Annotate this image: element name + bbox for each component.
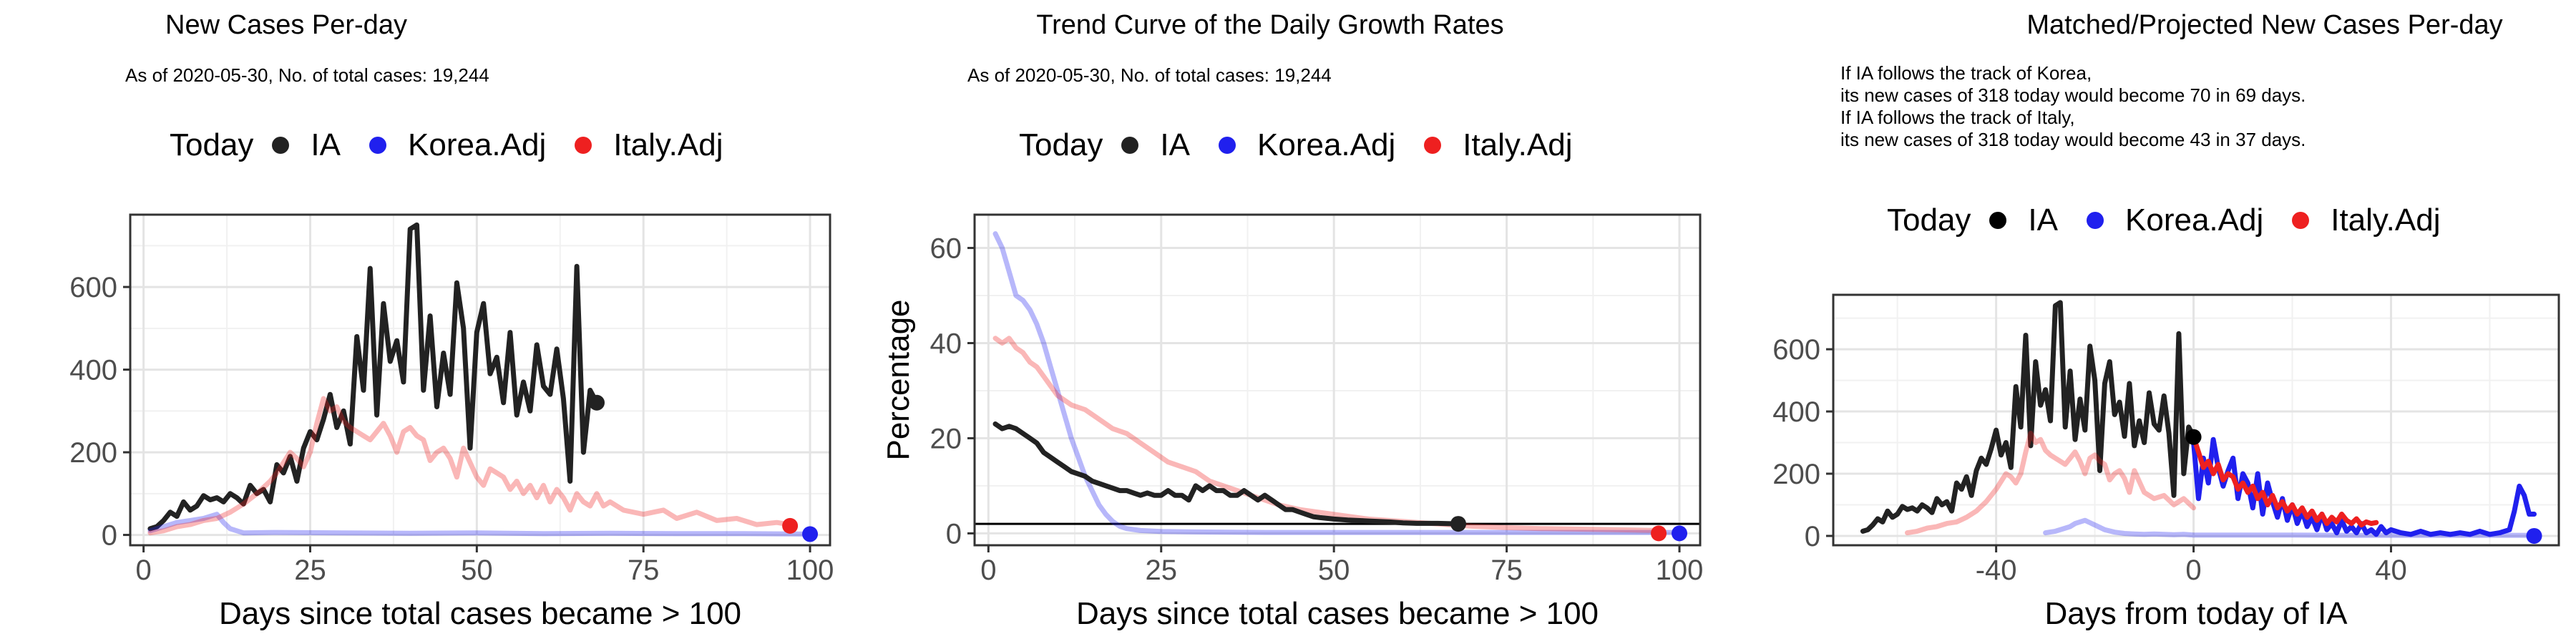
legend-label-korea: Korea.Adj [408, 127, 547, 162]
x-tick-label: 50 [461, 555, 493, 586]
today-marker [802, 526, 819, 542]
y-tick-label: 600 [69, 272, 117, 303]
y-tick-label: 0 [1805, 521, 1820, 552]
chart-title: New Cases Per-day [165, 10, 407, 40]
legend-title: Today [170, 127, 254, 162]
chart-subtitle: As of 2020-05-30, No. of total cases: 19… [125, 64, 489, 86]
x-tick-label: 75 [1491, 555, 1523, 586]
y-tick-label: 600 [1772, 334, 1820, 366]
chart-subtitle-line: its new cases of 318 today would become … [1840, 84, 2306, 106]
today-marker [589, 394, 605, 411]
series-line-ia [147, 222, 600, 532]
legend-title: Today [1019, 127, 1103, 162]
x-tick-label: 0 [980, 555, 996, 586]
y-axis-label: Percentage [881, 299, 916, 460]
y-tick-label: 400 [69, 355, 117, 386]
legend-dot-korea [2087, 212, 2104, 229]
x-tick-label: 75 [628, 555, 660, 586]
chart-panel-projected: Matched/Projected New Cases Per-day If I… [1717, 0, 2576, 644]
legend-dot-italy [2292, 212, 2310, 229]
legend-label-italy: Italy.Adj [1463, 127, 1573, 162]
chart-plot: 0 25 50 75 100 0 200 400 600 Days since total cas… [69, 213, 834, 631]
x-tick-label: 50 [1318, 555, 1350, 586]
y-tick-label: 0 [946, 518, 962, 550]
legend-label-ia: IA [2028, 203, 2058, 238]
today-marker [782, 517, 799, 534]
series-line-ia [1860, 300, 2197, 534]
chart-subtitle-line: If IA follows the track of Italy, [1840, 107, 2075, 128]
legend-label-ia: IA [311, 127, 341, 162]
chart-panel-growth-rates: Trend Curve of the Daily Growth Rates As… [859, 0, 1717, 644]
y-tick-label: 0 [102, 520, 117, 552]
today-marker [1651, 525, 1667, 542]
legend-dot-ia [1989, 212, 2007, 229]
x-tick-label: 0 [136, 555, 152, 586]
y-tick-label: 20 [930, 423, 962, 454]
chart-plot: 0 25 50 75 100 0 20 40 60 Days since total cases … [881, 213, 1704, 631]
today-marker [1672, 525, 1688, 542]
x-tick-label: -40 [1976, 555, 2017, 586]
y-tick-label: 200 [69, 437, 117, 469]
legend-label-korea: Korea.Adj [1257, 127, 1396, 162]
legend-dot-italy [1424, 137, 1442, 154]
legend-label-italy: Italy.Adj [613, 127, 723, 162]
chart-legend: Today IA Korea.Adj Italy.Adj [1887, 203, 2469, 238]
legend-dot-korea [369, 137, 386, 154]
legend-dot-ia [272, 137, 290, 154]
y-tick-label: 200 [1772, 459, 1820, 490]
chart-legend: Today IA Korea.Adj Italy.Adj [1019, 127, 1601, 163]
plot-border [973, 213, 1702, 547]
x-tick-label: 100 [1656, 555, 1704, 586]
today-marker [2185, 429, 2202, 445]
chart-title: Trend Curve of the Daily Growth Rates [1036, 10, 1504, 40]
x-tick-label: 25 [294, 555, 326, 586]
chart-title: Matched/Projected New Cases Per-day [2026, 10, 2503, 40]
x-axis-label: Days since total cases became > 100 [219, 596, 741, 631]
today-marker [2526, 527, 2542, 544]
y-tick-label: 60 [930, 233, 962, 265]
today-marker [1450, 516, 1466, 532]
chart-panel-new-cases: New Cases Per-day As of 2020-05-30, No. … [0, 0, 859, 644]
series-line-italy-adj [2191, 434, 2379, 528]
x-axis-label: Days from today of IA [2044, 596, 2348, 631]
legend-label-italy: Italy.Adj [2331, 203, 2441, 238]
legend-dot-korea [1219, 137, 1236, 154]
series-line-italy-adj [147, 396, 793, 536]
y-tick-label: 40 [930, 328, 962, 359]
chart-subtitle-line: If IA follows the track of Korea, [1840, 62, 2092, 84]
y-tick-label: 400 [1772, 396, 1820, 428]
series-line-ia [992, 421, 1461, 527]
legend-dot-ia [1121, 137, 1139, 154]
x-tick-label: 40 [2375, 555, 2407, 586]
series-line-korea-adj [147, 512, 813, 537]
legend-dot-italy [575, 137, 592, 154]
series-line-italy-adj [1905, 431, 2197, 536]
plot-border [1832, 293, 2560, 547]
series-line-korea-adj [992, 231, 1682, 535]
x-axis-label: Days since total cases became > 100 [1076, 596, 1599, 631]
x-tick-label: 0 [2185, 555, 2201, 586]
legend-label-korea: Korea.Adj [2125, 203, 2264, 238]
series-line-korea-adj [2043, 517, 2537, 538]
chart-subtitle: As of 2020-05-30, No. of total cases: 19… [967, 64, 1332, 86]
chart-legend: Today IA Korea.Adj Italy.Adj [170, 127, 751, 163]
legend-label-ia: IA [1160, 127, 1190, 162]
x-tick-label: 100 [786, 555, 834, 586]
x-tick-label: 25 [1145, 555, 1177, 586]
legend-title: Today [1887, 203, 1971, 238]
chart-subtitle-line: its new cases of 318 today would become … [1840, 129, 2306, 150]
plot-border [129, 213, 831, 547]
